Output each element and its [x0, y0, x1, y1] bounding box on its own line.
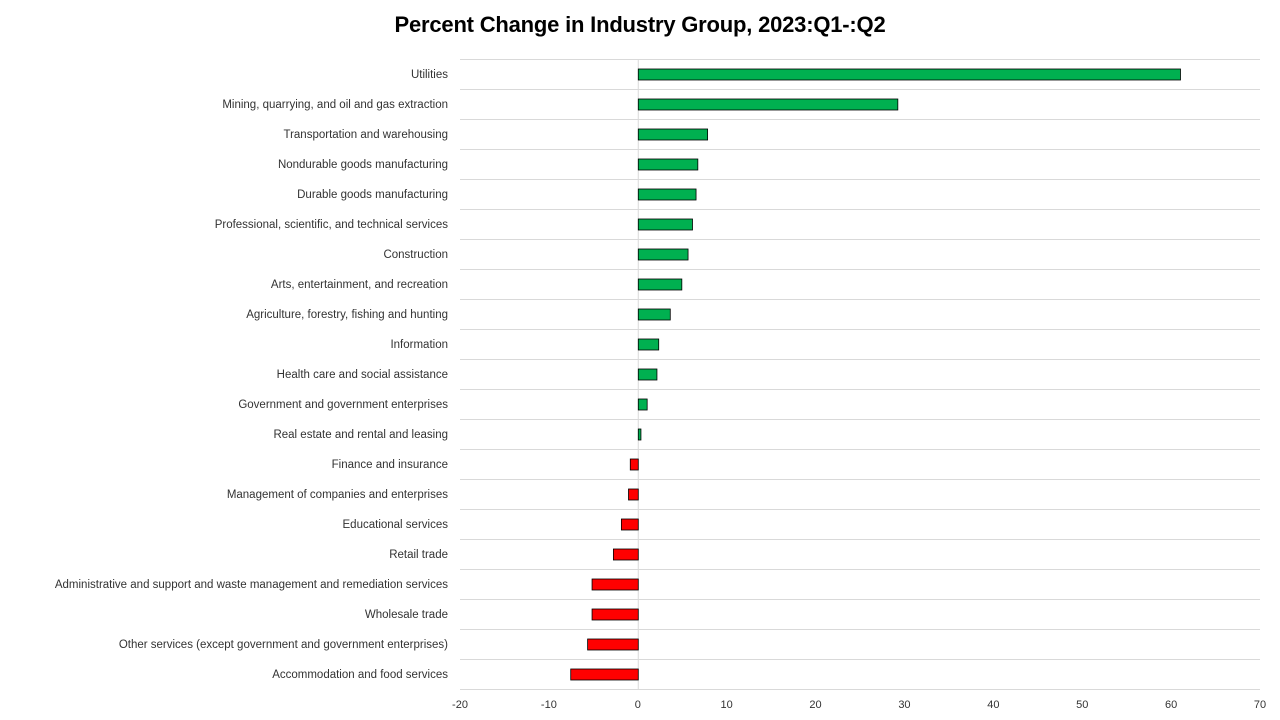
category-label: Arts, entertainment, and recreation: [271, 279, 448, 291]
category-label: Wholesale trade: [365, 609, 448, 621]
category-labels: Utilities Mining, quarrying, and oil and …: [55, 69, 448, 681]
x-tick-label: 50: [1076, 699, 1088, 711]
bars: [570, 68, 1181, 681]
x-tick-label: -10: [541, 699, 557, 711]
category-label: Professional, scientific, and technical …: [215, 219, 449, 231]
x-axis-ticks: -20 -10 0 10 20 30 40 50 60 70: [452, 699, 1266, 711]
bar: [637, 158, 699, 171]
x-tick-label: 30: [898, 699, 910, 711]
x-tick-label: 60: [1165, 699, 1177, 711]
bar: [620, 518, 639, 531]
category-label: Agriculture, forestry, fishing and hunti…: [246, 309, 448, 321]
x-tick-label: 0: [635, 699, 641, 711]
bar: [570, 668, 639, 681]
category-label: Other services (except government and go…: [119, 639, 448, 651]
bar: [637, 188, 697, 201]
x-tick-label: 40: [987, 699, 999, 711]
category-label: Transportation and warehousing: [283, 129, 448, 141]
bar: [637, 128, 709, 141]
x-tick-label: 10: [721, 699, 733, 711]
bar: [637, 338, 660, 351]
bar: [591, 608, 639, 621]
category-label: Administrative and support and waste man…: [55, 579, 448, 591]
x-tick-label: -20: [452, 699, 468, 711]
bar: [628, 488, 639, 501]
category-label: Health care and social assistance: [277, 369, 448, 381]
category-label: Educational services: [343, 519, 449, 531]
bar: [637, 248, 689, 261]
category-label: Government and government enterprises: [238, 399, 448, 411]
bar: [637, 398, 648, 411]
bar: [637, 218, 693, 231]
category-label: Real estate and rental and leasing: [273, 429, 448, 441]
bar: [629, 458, 639, 471]
bar: [637, 278, 683, 291]
category-label: Durable goods manufacturing: [297, 189, 448, 201]
category-label: Mining, quarrying, and oil and gas extra…: [222, 99, 448, 111]
category-label: Utilities: [411, 69, 448, 81]
category-label: Management of companies and enterprises: [227, 489, 448, 501]
bar: [637, 428, 642, 441]
bar: [612, 548, 639, 561]
x-tick-label: 70: [1254, 699, 1266, 711]
bar: [587, 638, 639, 651]
category-label: Retail trade: [389, 549, 448, 561]
category-label: Information: [390, 339, 448, 351]
bar: [637, 98, 899, 111]
chart-title: Percent Change in Industry Group, 2023:Q…: [394, 12, 886, 37]
category-label: Nondurable goods manufacturing: [278, 159, 448, 171]
bar: [637, 308, 671, 321]
gridlines: [460, 59, 1260, 690]
bar: [591, 578, 639, 591]
bar: [637, 368, 658, 381]
category-label: Construction: [383, 249, 448, 261]
bar: [637, 68, 1181, 81]
category-label: Accommodation and food services: [272, 669, 448, 681]
x-tick-label: 20: [809, 699, 821, 711]
category-label: Finance and insurance: [332, 459, 448, 471]
